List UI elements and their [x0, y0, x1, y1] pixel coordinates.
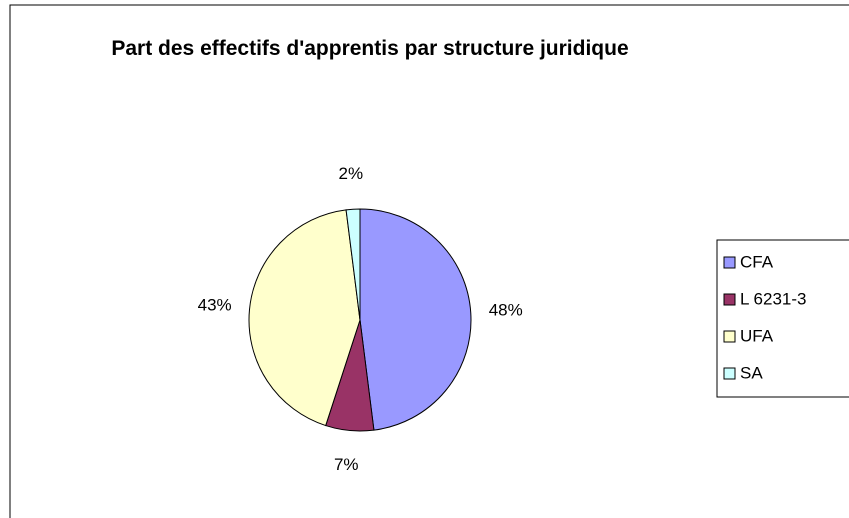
legend-swatch [723, 293, 736, 306]
pie-slice [248, 209, 361, 427]
legend-swatch [723, 256, 736, 269]
legend-label: CFA [740, 252, 774, 271]
chart-title: Part des effectifs d'apprentis par struc… [111, 37, 629, 60]
pie-slice [345, 208, 361, 321]
legend-label: UFA [740, 326, 774, 345]
legend-swatch [723, 367, 736, 380]
legend-box [716, 239, 849, 398]
data-label: 48% [489, 300, 523, 319]
data-label: 7% [334, 455, 359, 474]
legend-label: L 6231-3 [740, 289, 806, 308]
legend-label: SA [740, 363, 763, 382]
pie-slice [359, 208, 472, 431]
data-label: 43% [198, 296, 232, 315]
legend-swatch [723, 330, 736, 343]
chart-frame [9, 4, 849, 518]
data-label: 2% [339, 164, 364, 183]
